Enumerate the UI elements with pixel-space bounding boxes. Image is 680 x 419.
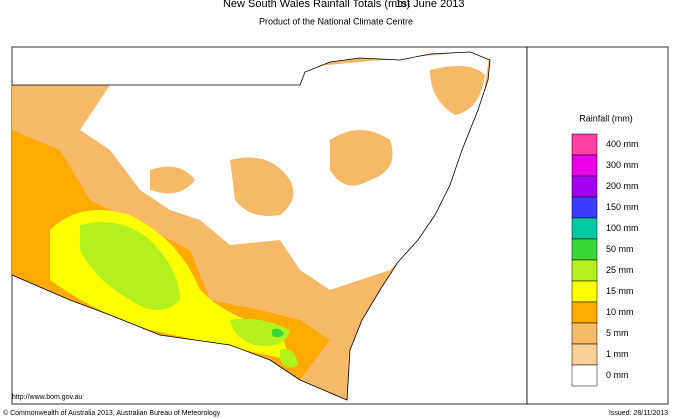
rain-area: [80, 222, 298, 368]
legend-label: 50 mm: [606, 244, 634, 254]
legend-swatch: [571, 133, 598, 156]
legend-label: 1 mm: [606, 349, 629, 359]
rain-area: [150, 66, 485, 216]
dry-area: [80, 52, 490, 290]
legend-swatch: [571, 280, 598, 303]
legend-swatch: [571, 301, 598, 324]
legend-swatch: [571, 196, 598, 219]
legend-swatch: [571, 259, 598, 282]
legend-label: 200 mm: [606, 181, 639, 191]
legend-label: 0 mm: [606, 370, 629, 380]
legend-label: 5 mm: [606, 328, 629, 338]
issued: Issued: 28/11/2013: [609, 410, 668, 417]
legend-label: 100 mm: [606, 223, 639, 233]
legend-label: 300 mm: [606, 160, 639, 170]
legend-swatch: [571, 364, 598, 387]
legend-swatch: [571, 322, 598, 345]
legend-swatch: [571, 238, 598, 261]
url: http://www.bom.gov.au: [12, 394, 82, 401]
legend-label: 150 mm: [606, 202, 639, 212]
legend-title: Rainfall (mm): [579, 113, 633, 123]
legend-frame: [526, 46, 669, 405]
copyright: © Commonwealth of Australia 2013, Austra…: [3, 409, 221, 417]
legend-label: 10 mm: [606, 307, 634, 317]
date: 1st June 2013: [395, 0, 464, 10]
rain-area: [272, 328, 284, 338]
title: New South Wales Rainfall Totals (mm): [223, 0, 410, 10]
legend-swatch: [571, 154, 598, 177]
legend-label: 25 mm: [606, 265, 634, 275]
legend-swatch: [571, 217, 598, 240]
legend-label: 400 mm: [606, 139, 639, 149]
subtitle: Product of the National Climate Centre: [259, 16, 413, 26]
legend-swatch: [571, 175, 598, 198]
legend-swatch: [571, 343, 598, 366]
legend-label: 15 mm: [606, 286, 634, 296]
state-border: [11, 51, 491, 401]
